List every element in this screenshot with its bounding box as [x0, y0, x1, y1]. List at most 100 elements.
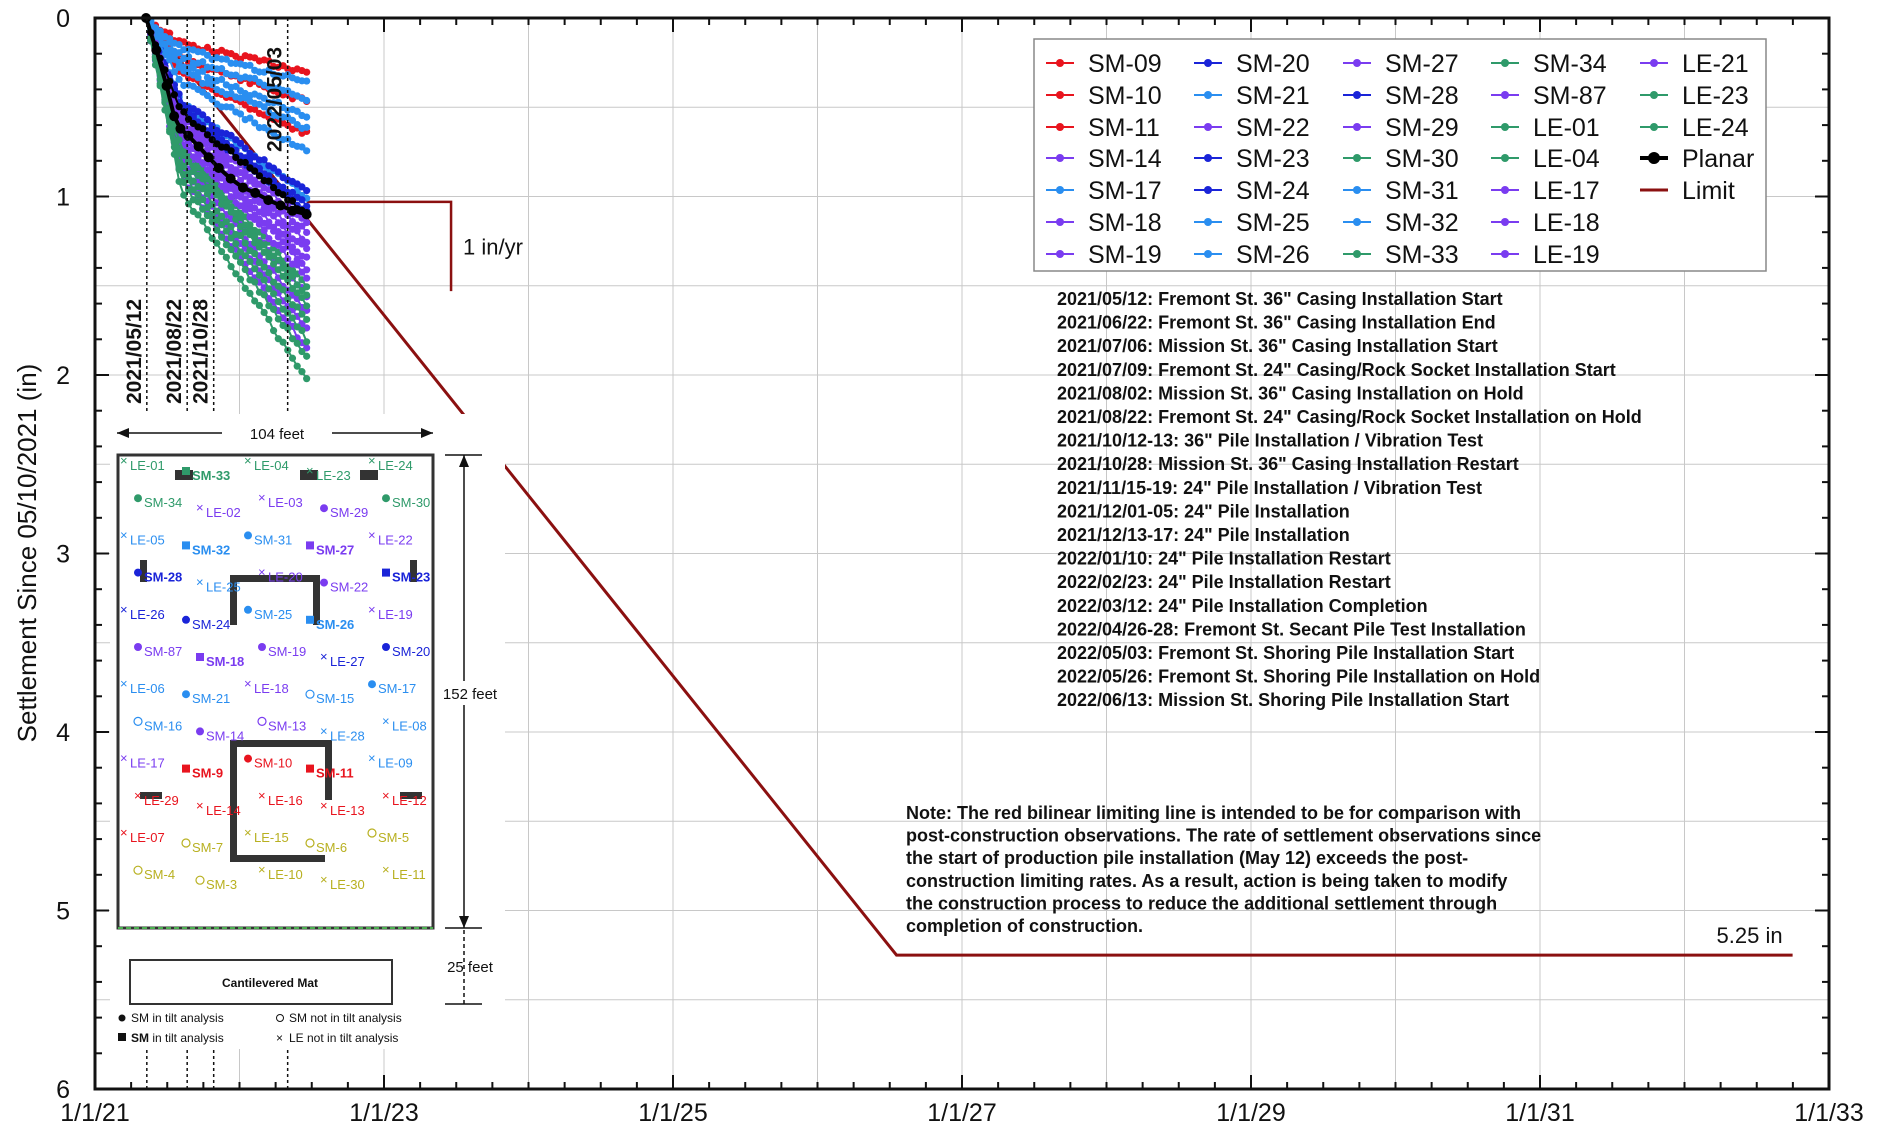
event-item: 2022/06/13: Mission St. Shoring Pile Ins… [1057, 690, 1509, 710]
plan-legend-marker [118, 1014, 126, 1022]
legend-item-sm-10: SM-10 [1046, 82, 1162, 110]
series-point [303, 113, 311, 121]
series-point [303, 244, 311, 253]
series-point [293, 227, 301, 235]
point-marker: × [244, 676, 252, 691]
event-list: 2021/05/12: Fremont St. 36" Casing Insta… [1057, 289, 1642, 710]
legend-label: SM-26 [1236, 241, 1310, 269]
series-point [241, 144, 249, 152]
plan-point-le-20: × LE-20 [258, 565, 303, 585]
plan-legend-item: LE not in tilt analysis [289, 1031, 398, 1045]
point-marker: × [120, 527, 128, 542]
series-point [203, 226, 212, 234]
point-label: SM-3 [206, 877, 237, 892]
y-tick-label: 1 [56, 184, 70, 212]
planar-point [275, 200, 286, 211]
series-point [236, 275, 245, 283]
plan-wall [300, 470, 318, 480]
legend-item-sm-31: SM-31 [1343, 177, 1459, 205]
plan-legend-item: SM in tilt analysis [131, 1031, 224, 1045]
arrow-head [459, 455, 469, 467]
series-point [298, 326, 306, 335]
series-point [284, 276, 292, 284]
legend-item-sm-11: SM-11 [1046, 114, 1160, 142]
y-tick-label: 2 [56, 362, 70, 390]
series-point [279, 264, 287, 272]
width-label: 104 feet [250, 426, 305, 443]
plan-point-sm-14: SM-14 [196, 727, 244, 743]
point-marker [195, 875, 205, 885]
planar-point [151, 45, 162, 56]
plan-point-sm-5: SM-5 [367, 828, 409, 845]
series-point [175, 49, 183, 57]
legend-swatch-point [1056, 59, 1064, 67]
legend-label: LE-18 [1533, 209, 1600, 237]
series-point [246, 198, 254, 207]
series-point [213, 239, 221, 247]
point-label: LE-01 [130, 458, 165, 473]
planar-point [203, 152, 214, 163]
series-point [298, 310, 306, 318]
plan-point-sm-19: SM-19 [258, 643, 306, 659]
series-point [279, 245, 287, 253]
slope-triangle [306, 200, 453, 292]
legend-swatch-point [1056, 218, 1064, 226]
series-layer [141, 13, 312, 383]
plan-point-sm-11: SM-11 [306, 764, 354, 781]
point-marker [133, 716, 143, 727]
series-point [269, 290, 278, 298]
series-point [303, 315, 311, 324]
point-label: SM-14 [206, 728, 244, 743]
legend-item-sm-17: SM-17 [1046, 177, 1162, 205]
event-item: 2021/08/22: Fremont St. 24" Casing/Rock … [1057, 407, 1642, 427]
planar-point [193, 141, 204, 152]
plan-point-le-05: × LE-05 [120, 527, 165, 547]
legend-label: LE-19 [1533, 241, 1600, 269]
series-sm-32 [142, 14, 311, 105]
plan-point-le-01: × LE-01 [120, 453, 165, 473]
point-label: LE-26 [130, 607, 165, 622]
legend-swatch-point [1650, 91, 1658, 99]
plan-point-sm-13: SM-13 [257, 716, 306, 733]
point-marker [196, 727, 204, 736]
legend-label: SM-29 [1385, 114, 1459, 142]
point-label: SM-9 [192, 766, 223, 781]
event-item: 2021/11/15-19: 24" Pile Installation / V… [1057, 478, 1482, 498]
legend-swatch-point [1501, 250, 1509, 258]
plan-point-sm-17: SM-17 [368, 680, 416, 696]
y-tick-label: 4 [56, 719, 70, 747]
series-point [279, 230, 287, 238]
point-label: SM-33 [192, 468, 230, 483]
series-point [218, 64, 226, 73]
legend-swatch-point [1501, 186, 1509, 194]
legend-swatch-point [1353, 186, 1361, 194]
plan-point-sm-30: SM-30 [382, 494, 430, 510]
point-label: LE-03 [268, 495, 303, 510]
series-point [251, 232, 259, 241]
point-label: SM-27 [316, 542, 354, 557]
plan-point-sm-87: SM-87 [134, 643, 182, 659]
point-marker: × [368, 453, 376, 468]
point-marker [320, 578, 328, 587]
legend-label: SM-22 [1236, 114, 1310, 142]
point-marker [367, 828, 377, 838]
series-point [199, 58, 207, 66]
series-point [180, 170, 188, 179]
series-point [251, 105, 259, 113]
series-point [303, 253, 311, 261]
series-point [260, 94, 268, 102]
series-point [269, 223, 278, 231]
point-label: SM-25 [254, 607, 292, 622]
series-point [203, 166, 212, 174]
series-point [218, 247, 226, 256]
series-point [236, 139, 245, 147]
height-label: 152 feet [443, 686, 498, 703]
point-marker [134, 643, 142, 651]
legend-label: LE-21 [1682, 50, 1749, 78]
series-point [199, 195, 207, 204]
point-marker: × [320, 723, 328, 738]
point-marker [257, 716, 267, 727]
series-point [208, 210, 216, 219]
point-marker [306, 541, 314, 550]
